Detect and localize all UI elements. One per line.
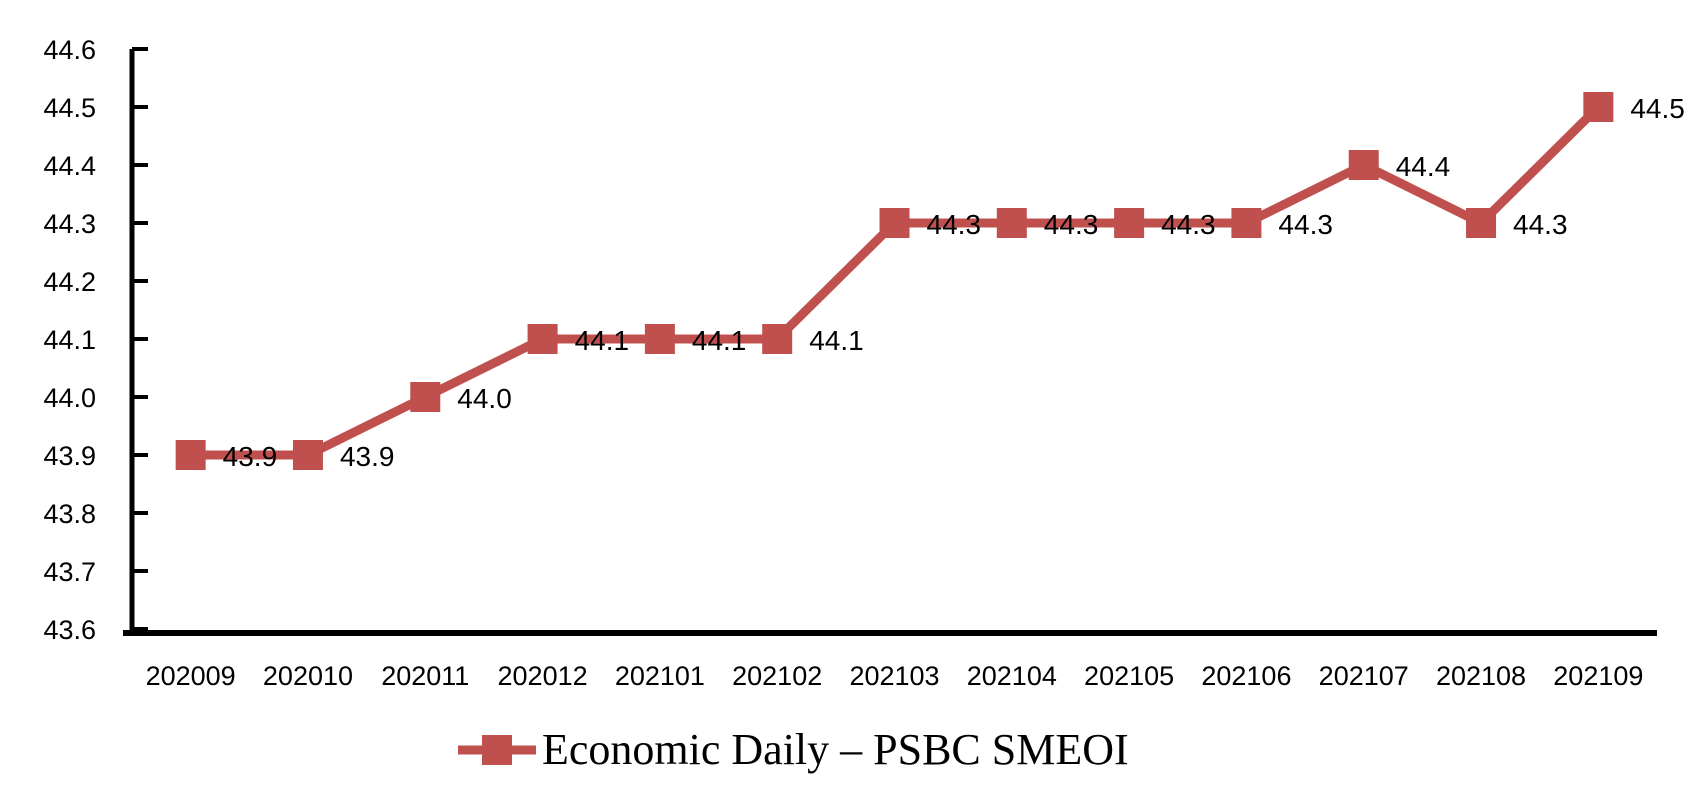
x-tick-label: 202102	[732, 661, 822, 691]
y-tick-label: 44.4	[43, 151, 96, 181]
data-point-marker	[879, 208, 910, 238]
data-point-marker	[1466, 208, 1497, 238]
data-point-marker	[1231, 208, 1262, 238]
data-point-marker	[996, 208, 1027, 238]
data-point-marker	[762, 324, 793, 354]
y-tick-label: 43.9	[43, 441, 96, 471]
data-point-marker	[1583, 92, 1614, 122]
data-point-label: 44.3	[1044, 209, 1099, 240]
y-tick-label: 44.1	[43, 325, 96, 355]
data-point-marker	[175, 440, 206, 470]
y-tick-label: 43.7	[43, 557, 96, 587]
data-point-label: 44.1	[575, 325, 630, 356]
data-point-label: 43.9	[340, 441, 395, 472]
x-tick-label: 202108	[1436, 661, 1526, 691]
x-tick-label: 202107	[1319, 661, 1409, 691]
x-tick-label: 202104	[967, 661, 1057, 691]
series-line	[190, 103, 1602, 460]
data-point-label: 44.3	[1513, 209, 1568, 240]
data-point-marker	[410, 382, 441, 412]
data-point-label: 44.5	[1630, 93, 1685, 124]
x-tick-label: 202009	[146, 661, 236, 691]
legend-label: Economic Daily – PSBC SMEOI	[542, 725, 1129, 774]
x-tick-label: 202101	[615, 661, 705, 691]
y-tick-label: 43.6	[43, 615, 96, 645]
y-tick-label: 44.6	[43, 35, 96, 65]
data-point-marker	[527, 324, 558, 354]
data-point-label: 44.3	[1161, 209, 1216, 240]
data-point-label: 44.3	[1278, 209, 1333, 240]
y-tick-label: 44.2	[43, 267, 96, 297]
legend-marker	[482, 734, 512, 765]
x-tick-label: 202106	[1201, 661, 1291, 691]
data-point-marker	[1114, 208, 1145, 238]
data-point-label: 44.4	[1396, 151, 1451, 182]
x-tick-label: 202105	[1084, 661, 1174, 691]
x-tick-label: 202010	[263, 661, 353, 691]
y-tick-label: 43.8	[43, 499, 96, 529]
data-point-label: 44.1	[692, 325, 747, 356]
data-point-label: 44.3	[927, 209, 982, 240]
data-point-label: 43.9	[223, 441, 278, 472]
legend-line-marker-icon	[458, 734, 536, 765]
y-tick-label: 44.0	[43, 383, 96, 413]
data-point-marker	[1348, 150, 1379, 180]
x-tick-label: 202103	[849, 661, 939, 691]
legend: Economic Daily – PSBC SMEOI	[458, 724, 1129, 775]
y-tick-label: 44.3	[43, 209, 96, 239]
y-tick-label: 44.5	[43, 93, 96, 123]
data-point-marker	[644, 324, 675, 354]
x-tick-label: 202011	[381, 661, 469, 691]
data-point-marker	[292, 440, 323, 470]
x-tick-label: 202012	[498, 661, 588, 691]
data-point-label: 44.1	[809, 325, 864, 356]
data-point-label: 44.0	[457, 383, 512, 414]
x-tick-label: 202109	[1553, 661, 1643, 691]
